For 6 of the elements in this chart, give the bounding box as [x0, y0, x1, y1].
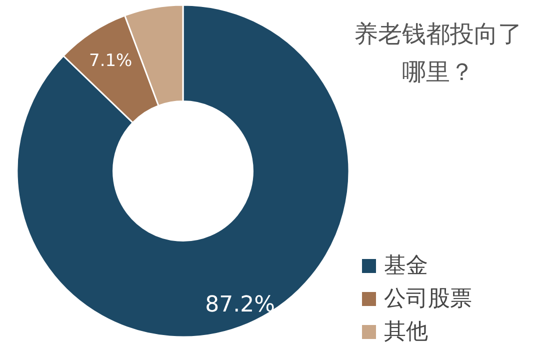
text: 养老钱都投向了哪里？ [354, 20, 522, 86]
data-label: 87.2% [205, 292, 276, 318]
data-label: 7.1% [89, 50, 132, 71]
legend-label: 基金 [384, 254, 428, 278]
legend-label: 其他 [384, 320, 428, 344]
legend-label: 公司股票 [384, 286, 472, 312]
